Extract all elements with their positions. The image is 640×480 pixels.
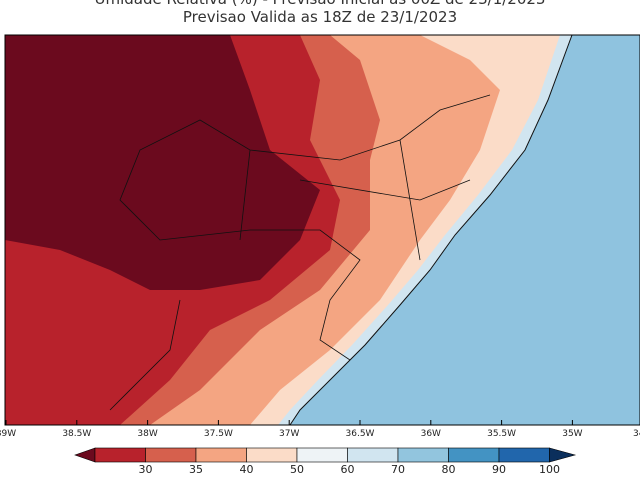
x-tick-label: 34W [633, 429, 640, 439]
x-tick-label: 37W [279, 429, 299, 439]
colorbar-label: 50 [290, 463, 304, 476]
colorbar-label: 40 [240, 463, 254, 476]
x-tick-label: 35W [562, 429, 582, 439]
boundaries [109, 94, 491, 411]
colorbar-segment [195, 447, 247, 463]
map-frame [4, 34, 640, 426]
map-area [4, 34, 640, 426]
title: Umidade Relativa (%) - Previsao Inicial … [95, 0, 546, 8]
x-tick-label: 37.5W [204, 429, 233, 439]
colorbar-label: 80 [442, 463, 456, 476]
colorbar-label: 60 [341, 463, 355, 476]
colorbar-segment [397, 447, 449, 463]
x-tick-label: 35.5W [487, 429, 516, 439]
colorbar-segment [549, 447, 577, 463]
x-tick-label: 36.5W [346, 429, 375, 439]
colorbar-segment [296, 447, 348, 463]
colorbar-segment [246, 447, 298, 463]
colorbar-segment [145, 447, 197, 463]
x-tick-label: 38.5W [62, 429, 91, 439]
colorbar-segment [448, 447, 500, 463]
colorbar-segment [74, 447, 96, 463]
colorbar-segment [347, 447, 399, 463]
x-tick-label: 36W [421, 429, 441, 439]
colorbar-label: 90 [492, 463, 506, 476]
x-tick-label: 39W [0, 429, 16, 439]
colorbar-segment [498, 447, 550, 463]
colorbar-label: 100 [539, 463, 560, 476]
x-tick-label: 38W [137, 429, 157, 439]
coastline [289, 34, 573, 426]
subtitle: Previsao Valida as 18Z de 23/1/2023 [183, 8, 457, 26]
colorbar-label: 30 [139, 463, 153, 476]
colorbar-segment [94, 447, 146, 463]
colorbar-label: 70 [391, 463, 405, 476]
colorbar-label: 35 [189, 463, 203, 476]
